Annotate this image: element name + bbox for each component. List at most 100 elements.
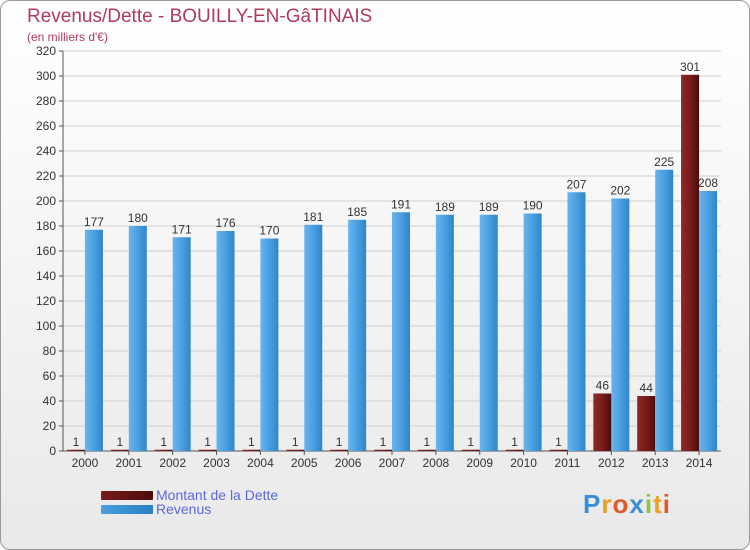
y-tick-label: 280 (36, 94, 56, 108)
data-label-revenus: 202 (610, 184, 630, 198)
bar-revenus (260, 238, 279, 451)
y-tick-label: 320 (36, 44, 56, 58)
proxiti-logo: Proxiti (583, 489, 671, 520)
x-tick-label: 2004 (247, 456, 274, 470)
data-label-dette: 1 (511, 435, 518, 449)
x-tick-label: 2008 (423, 456, 450, 470)
logo-letter: t (653, 489, 663, 519)
bar-revenus (699, 191, 718, 451)
data-label-revenus: 180 (128, 211, 148, 225)
y-tick-label: 60 (43, 369, 57, 383)
x-tick-label: 2006 (335, 456, 362, 470)
logo-letter: i (644, 489, 654, 519)
data-label-dette: 1 (248, 435, 255, 449)
bar-dette (505, 449, 524, 451)
chart-title: Revenus/Dette - BOUILLY-EN-GâTINAIS (27, 6, 373, 27)
x-tick-label: 2000 (72, 456, 99, 470)
legend-label-revenus: Revenus (156, 501, 212, 517)
bar-dette (286, 449, 305, 451)
data-label-dette: 46 (596, 379, 610, 393)
data-label-dette: 1 (73, 435, 80, 449)
bar-revenus (392, 212, 410, 451)
legend-item-revenus: Revenus (101, 501, 401, 517)
data-label-dette: 1 (555, 435, 562, 449)
bar-revenus (348, 219, 367, 451)
x-tick-label: 2007 (379, 456, 406, 470)
data-label-dette: 1 (204, 435, 211, 449)
logo-letter: x (629, 489, 645, 519)
y-tick-label: 220 (36, 169, 56, 183)
logo-letter: i (662, 489, 671, 519)
logo-letter: r (601, 489, 613, 519)
bar-revenus (172, 237, 191, 451)
bar-revenus (435, 214, 454, 451)
bar-revenus (216, 231, 235, 451)
bar-revenus (84, 229, 103, 451)
x-tick-label: 2002 (159, 456, 186, 470)
x-tick-label: 2003 (203, 456, 230, 470)
y-tick-label: 180 (36, 219, 56, 233)
x-tick-label: 2010 (510, 456, 537, 470)
data-label-dette: 1 (467, 435, 474, 449)
data-label-dette: 1 (160, 435, 167, 449)
y-tick-label: 20 (43, 419, 57, 433)
data-label-revenus: 190 (523, 199, 543, 213)
bar-revenus (567, 192, 586, 451)
bar-dette (198, 449, 217, 451)
x-tick-label: 2001 (115, 456, 142, 470)
bar-dette (637, 396, 656, 451)
data-label-revenus: 185 (347, 205, 367, 219)
data-label-revenus: 170 (259, 224, 279, 238)
data-label-dette: 301 (680, 60, 700, 74)
data-label-revenus: 189 (435, 200, 455, 214)
chart-subtitle: (en milliers d'€) (27, 30, 108, 44)
bar-dette (66, 449, 85, 451)
data-label-dette: 1 (336, 435, 343, 449)
data-label-revenus: 225 (654, 155, 674, 169)
bar-dette (549, 449, 568, 451)
y-tick-label: 240 (36, 144, 56, 158)
legend-swatch-dette (101, 491, 153, 500)
data-label-dette: 1 (292, 435, 299, 449)
bar-revenus (611, 198, 630, 451)
y-tick-label: 100 (36, 319, 56, 333)
bar-dette (593, 393, 612, 451)
bar-revenus (128, 226, 147, 451)
data-label-revenus: 177 (84, 215, 104, 229)
data-label-dette: 1 (116, 435, 123, 449)
x-tick-label: 2013 (642, 456, 669, 470)
logo-letter: o (612, 489, 630, 519)
data-label-revenus: 207 (566, 177, 586, 191)
bar-dette (461, 449, 480, 451)
x-tick-label: 2005 (291, 456, 318, 470)
x-tick-label: 2012 (598, 456, 625, 470)
y-tick-label: 0 (49, 444, 56, 458)
bar-dette (242, 449, 261, 451)
data-label-dette: 44 (640, 381, 654, 395)
data-label-revenus: 181 (303, 210, 323, 224)
bar-dette (374, 449, 392, 451)
data-label-revenus: 171 (172, 222, 192, 236)
y-tick-label: 40 (43, 394, 57, 408)
data-label-revenus: 176 (216, 216, 236, 230)
bar-dette (110, 449, 129, 451)
data-label-revenus: 191 (391, 197, 411, 211)
y-tick-label: 80 (43, 344, 57, 358)
bar-dette (330, 449, 349, 451)
bar-revenus (304, 224, 323, 451)
logo-letter: P (583, 489, 602, 519)
y-tick-label: 160 (36, 244, 56, 258)
data-label-dette: 1 (424, 435, 431, 449)
bar-revenus (655, 169, 674, 451)
y-tick-label: 260 (36, 119, 56, 133)
legend-label-dette: Montant de la Dette (156, 487, 279, 503)
bar-dette (681, 74, 700, 451)
y-tick-label: 120 (36, 294, 56, 308)
y-tick-label: 140 (36, 269, 56, 283)
bar-revenus (479, 214, 498, 451)
legend-swatch-revenus (101, 505, 153, 514)
bar-dette (154, 449, 173, 451)
x-tick-label: 2011 (555, 456, 581, 470)
bar-dette (417, 449, 436, 451)
